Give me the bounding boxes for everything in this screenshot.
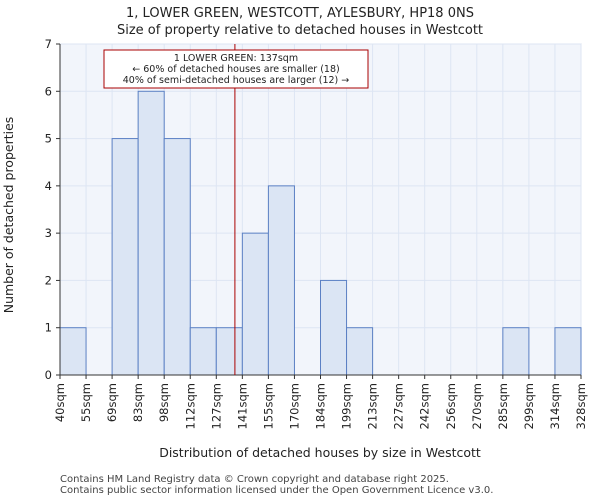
annotation-line-3: 40% of semi-detached houses are larger (…: [123, 75, 350, 86]
x-tick-label: 299sqm: [522, 383, 536, 429]
histogram-bar: [111, 138, 139, 376]
y-tick-label: 7: [45, 37, 52, 51]
x-tick-label: 213sqm: [366, 383, 380, 429]
x-tick-label: 314sqm: [548, 383, 562, 429]
x-tick-label: 328sqm: [574, 383, 588, 429]
y-tick-label: 3: [45, 226, 52, 240]
y-tick-label: 2: [45, 273, 52, 287]
annotation-border: [103, 49, 369, 89]
x-tick-label: 270sqm: [470, 383, 484, 429]
x-tick-label: 112sqm: [183, 383, 197, 429]
x-tick-label: 141sqm: [235, 383, 249, 429]
histogram-bar: [554, 327, 582, 376]
chart-title: 1, LOWER GREEN, WESTCOTT, AYLESBURY, HP1…: [126, 6, 474, 21]
x-tick-label: 83sqm: [131, 383, 145, 422]
x-tick-label: 55sqm: [79, 383, 93, 422]
histogram-bar: [346, 327, 374, 376]
y-tick-label: 0: [45, 368, 52, 382]
annotation-line-2: ← 60% of detached houses are smaller (18…: [132, 64, 339, 75]
histogram-bar: [215, 327, 243, 376]
y-tick-label: 1: [45, 321, 52, 335]
x-tick-label: 127sqm: [209, 383, 223, 429]
annotation-box: 1 LOWER GREEN: 137sqm ← 60% of detached …: [103, 49, 369, 89]
x-tick-label: 285sqm: [496, 383, 510, 429]
footer-line-2: Contains public sector information licen…: [60, 485, 494, 496]
histogram-bar: [59, 327, 87, 376]
x-tick-label: 155sqm: [261, 383, 275, 429]
x-tick-label: 227sqm: [392, 383, 406, 429]
y-axis-label: Number of detached properties: [1, 117, 16, 314]
y-tick-label: 6: [45, 84, 52, 98]
annotation-line-1: 1 LOWER GREEN: 137sqm: [174, 53, 298, 64]
histogram-bar: [241, 232, 269, 376]
chart-subtitle: Size of property relative to detached ho…: [117, 23, 483, 38]
x-tick-label: 170sqm: [287, 383, 301, 429]
x-tick-label: 242sqm: [418, 383, 432, 429]
y-tick-label: 5: [45, 132, 52, 146]
histogram-bar: [163, 138, 191, 376]
footer-line-1: Contains HM Land Registry data © Crown c…: [60, 474, 449, 485]
x-axis-label: Distribution of detached houses by size …: [159, 445, 481, 460]
y-axis-ticks: 0 1 2 3 4 5 6 7: [45, 37, 61, 382]
histogram-bar: [137, 90, 165, 376]
bars: [59, 90, 582, 376]
x-axis-ticks: 40sqm 55sqm 69sqm 83sqm 98sqm 112sqm 127sqm 141…: [53, 374, 588, 429]
x-tick-label: 184sqm: [314, 383, 328, 429]
y-tick-label: 4: [45, 179, 52, 193]
x-tick-label: 199sqm: [340, 383, 354, 429]
histogram-bar: [189, 327, 217, 376]
x-tick-label: 256sqm: [444, 383, 458, 429]
histogram-bar: [320, 279, 348, 376]
histogram-bar: [267, 185, 295, 376]
x-tick-label: 69sqm: [105, 383, 119, 422]
x-tick-label: 98sqm: [157, 383, 171, 422]
x-tick-label: 40sqm: [53, 383, 67, 422]
histogram-bar: [502, 327, 530, 376]
